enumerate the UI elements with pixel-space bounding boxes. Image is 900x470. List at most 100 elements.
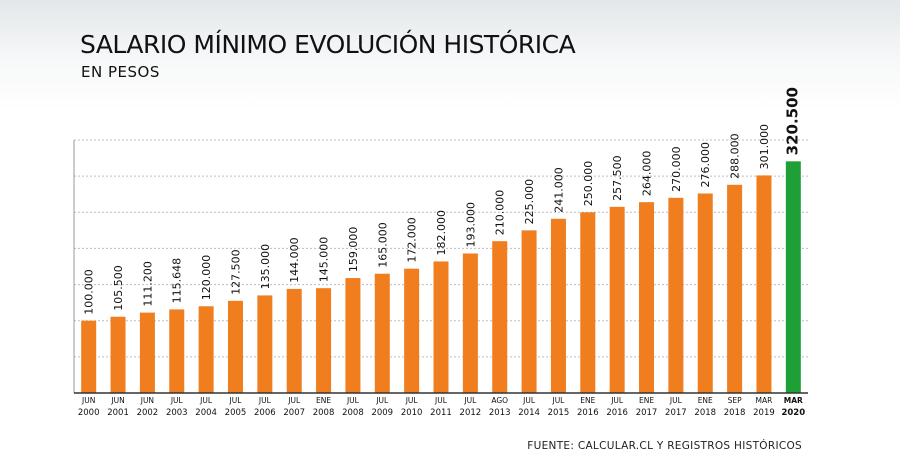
bar	[316, 288, 332, 393]
x-tick-month: ENE	[316, 396, 331, 405]
bar-value-label: 225.000	[523, 179, 536, 225]
bar-value-label: 120.000	[200, 255, 213, 301]
bar	[81, 320, 97, 393]
bar-value-label: 144.000	[288, 237, 301, 283]
x-tick-year: 2010	[401, 408, 423, 418]
bar	[345, 278, 361, 393]
x-tick-year: 2014	[518, 408, 540, 418]
x-tick-year: 2007	[283, 408, 305, 418]
bar-value-label: 288.000	[729, 133, 742, 179]
x-tick-year: 2003	[166, 408, 188, 418]
bar-value-label: 135.000	[259, 244, 272, 290]
bar	[286, 288, 302, 393]
x-tick-year: 2009	[371, 408, 393, 418]
x-tick-year: 2018	[724, 408, 746, 418]
x-tick-labels: JUN 2000 JUN 2001 JUN 2002 JUL 2003 JUL 2004 JUL 20…	[78, 396, 805, 418]
x-tick-year: 2008	[313, 408, 335, 418]
bar	[257, 295, 273, 393]
x-tick-month: JUN	[110, 396, 124, 405]
bar	[110, 316, 126, 393]
bar-value-label: 115.648	[171, 258, 184, 304]
bar	[521, 230, 537, 393]
bar-value-label: 301.000	[758, 124, 771, 170]
x-tick-month: ENE	[580, 396, 595, 405]
x-tick-year: 2008	[342, 408, 364, 418]
chart-title: SALARIO MÍNIMO EVOLUCIÓN HISTÓRICA	[80, 30, 576, 59]
x-tick-year: 2019	[753, 408, 775, 418]
bar-value-label: 172.000	[406, 217, 419, 263]
x-tick-month: AGO	[491, 396, 508, 405]
x-tick-year: 2020	[781, 408, 805, 418]
bar	[785, 161, 801, 393]
x-tick-year: 2006	[254, 408, 276, 418]
bar-value-label: 145.000	[318, 237, 331, 283]
x-tick-year: 2015	[548, 408, 570, 418]
bar-value-label: 182.000	[435, 210, 448, 256]
bar-value-label: 241.000	[552, 167, 565, 213]
x-tick-month: SEP	[728, 396, 742, 405]
bar-value-label: 276.000	[699, 142, 712, 188]
bars	[81, 161, 801, 393]
x-tick-month: ENE	[639, 396, 654, 405]
x-tick-year: 2017	[636, 408, 658, 418]
x-tick-month: JUL	[375, 396, 389, 405]
x-tick-year: 2012	[460, 408, 482, 418]
bar	[756, 175, 772, 393]
bar-value-label: 270.000	[670, 146, 683, 192]
bar	[374, 273, 390, 393]
bar-value-label: 111.200	[141, 261, 154, 307]
bar-value-label: 210.000	[494, 190, 507, 235]
bar	[492, 241, 508, 393]
x-tick-month: ENE	[698, 396, 713, 405]
x-tick-year: 2013	[489, 408, 511, 418]
bar	[609, 206, 625, 393]
bar-value-label: 105.500	[112, 265, 125, 311]
x-tick-month: JUL	[258, 396, 272, 405]
x-tick-month: MAR	[784, 396, 803, 405]
x-tick-month: JUL	[229, 396, 243, 405]
x-tick-month: JUL	[287, 396, 301, 405]
x-tick-year: 2016	[606, 408, 628, 418]
bar	[139, 312, 155, 393]
data-labels: 100.000 105.500 111.200 115.648 120.000 127.5…	[83, 87, 802, 315]
x-tick-month: JUN	[81, 396, 95, 405]
x-tick-year: 2017	[665, 408, 687, 418]
x-tick-month: JUL	[463, 396, 477, 405]
x-tick-month: JUL	[405, 396, 419, 405]
bar	[227, 300, 243, 393]
x-tick-month: JUL	[346, 396, 360, 405]
bar-value-label: 250.000	[582, 161, 595, 207]
bar-value-label: 100.000	[83, 269, 96, 315]
x-tick-year: 2011	[430, 408, 452, 418]
source-note: FUENTE: CALCULAR.CL Y REGISTROS HISTÓRIC…	[527, 440, 802, 452]
bar	[697, 193, 713, 393]
bar	[169, 309, 185, 393]
bar	[462, 253, 478, 393]
x-tick-month: JUL	[551, 396, 565, 405]
x-tick-year: 2002	[137, 408, 159, 418]
x-axis	[73, 140, 808, 394]
bar	[727, 184, 743, 393]
x-tick-month: JUN	[140, 396, 154, 405]
x-tick-month: MAR	[756, 396, 773, 405]
bar-value-label: 127.500	[229, 249, 242, 294]
x-tick-year: 2018	[694, 408, 716, 418]
x-tick-year: 2005	[225, 408, 247, 418]
bar-value-label: 320.500	[783, 87, 801, 155]
x-tick-month: JUL	[199, 396, 213, 405]
x-tick-month: JUL	[522, 396, 536, 405]
bar	[433, 261, 449, 393]
bar	[404, 268, 420, 393]
x-tick-year: 2004	[195, 408, 217, 418]
bar-value-label: 193.000	[464, 202, 477, 248]
x-tick-month: JUL	[434, 396, 448, 405]
x-tick-month: JUL	[610, 396, 624, 405]
bar-value-label: 159.000	[347, 227, 360, 273]
bar	[639, 202, 655, 393]
x-tick-year: 2001	[107, 408, 129, 418]
bar	[198, 306, 214, 393]
bar	[580, 212, 596, 393]
x-tick-month: JUL	[170, 396, 184, 405]
bar-value-label: 264.000	[641, 151, 654, 197]
